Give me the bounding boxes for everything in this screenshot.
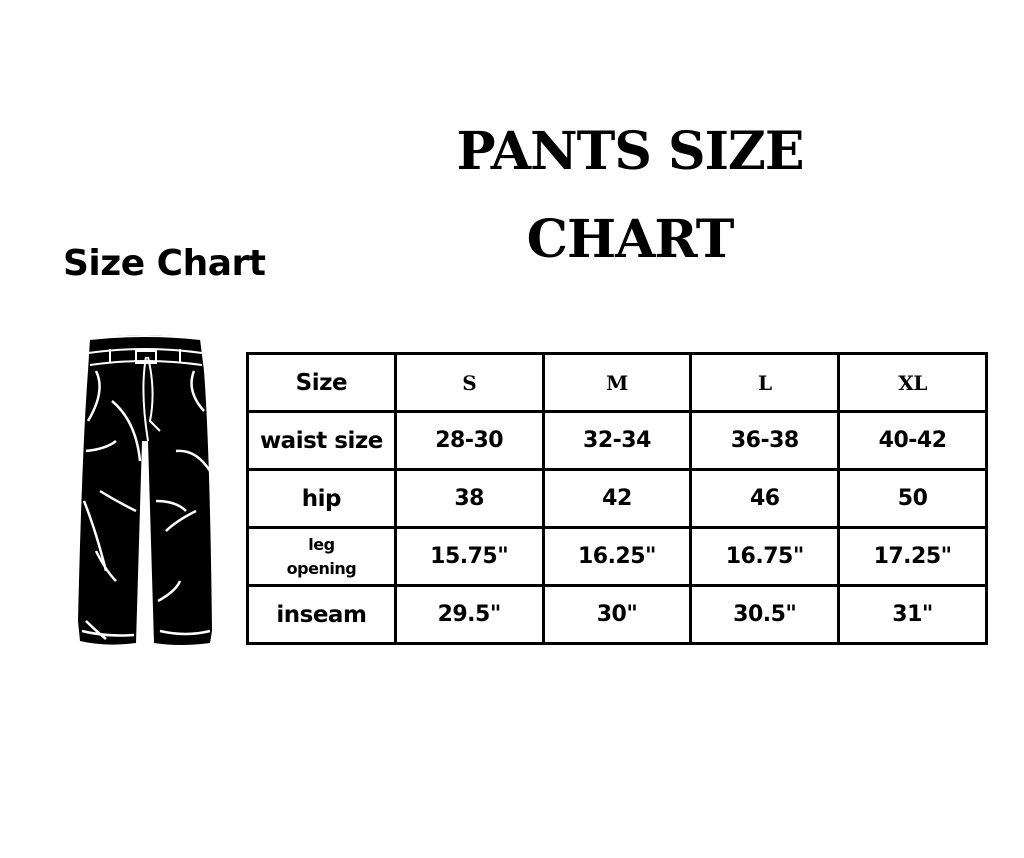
table-row: leg opening 15.75" 16.25" 16.75" 17.25" xyxy=(246,526,988,587)
table-row: hip 38 42 46 50 xyxy=(246,468,988,529)
header-cell: S xyxy=(393,352,545,413)
table-cell: 50 xyxy=(837,468,988,529)
size-table: Size S M L XL waist size 28-30 32-34 36-… xyxy=(246,352,988,645)
row-label: inseam xyxy=(246,584,397,645)
row-label: leg opening xyxy=(246,526,397,587)
header-cell: L xyxy=(689,352,841,413)
table-cell: 36-38 xyxy=(689,410,841,471)
header-cell: XL xyxy=(837,352,988,413)
header-cell: M xyxy=(541,352,693,413)
table-cell: 30.5" xyxy=(689,584,841,645)
table-row: inseam 29.5" 30" 30.5" 31" xyxy=(246,584,988,645)
table-cell: 29.5" xyxy=(393,584,545,645)
pants-icon xyxy=(78,335,212,645)
table-cell: 38 xyxy=(393,468,545,529)
row-label: hip xyxy=(246,468,397,529)
table-cell: 42 xyxy=(541,468,693,529)
table-row: waist size 28-30 32-34 36-38 40-42 xyxy=(246,410,988,471)
table-cell: 16.75" xyxy=(689,526,841,587)
page-title-line-1: PANTS SIZE xyxy=(456,121,804,182)
table-cell: 40-42 xyxy=(837,410,988,471)
table-cell: 16.25" xyxy=(541,526,693,587)
size-chart-label: Size Chart xyxy=(63,243,266,284)
table-cell: 32-34 xyxy=(541,410,693,471)
table-cell: 15.75" xyxy=(393,526,545,587)
table-cell: 30" xyxy=(541,584,693,645)
table-cell: 31" xyxy=(837,584,988,645)
header-cell: Size xyxy=(246,352,397,413)
table-cell: 17.25" xyxy=(837,526,988,587)
table-cell: 46 xyxy=(689,468,841,529)
table-header-row: Size S M L XL xyxy=(246,352,988,413)
row-label: waist size xyxy=(246,410,397,471)
page-title-line-2: CHART xyxy=(526,209,735,270)
table-cell: 28-30 xyxy=(393,410,545,471)
